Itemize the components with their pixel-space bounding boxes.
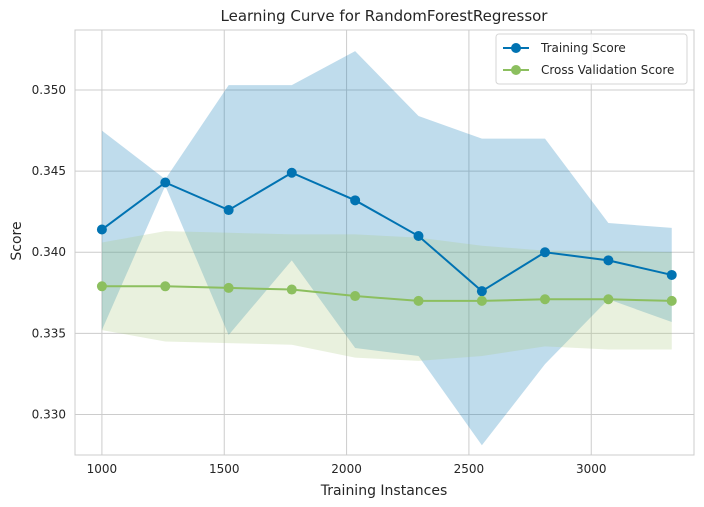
confidence-bands	[101, 51, 672, 446]
data-point	[603, 294, 614, 305]
data-point	[413, 295, 424, 306]
data-point	[603, 255, 614, 266]
x-tick-label: 1000	[87, 462, 118, 476]
y-tick-label: 0.330	[32, 407, 66, 421]
y-tick-label: 0.340	[32, 245, 66, 259]
y-tick-label: 0.350	[32, 83, 66, 97]
data-point	[476, 295, 487, 306]
data-point	[539, 247, 550, 258]
legend-marker	[511, 43, 521, 53]
data-point	[666, 269, 677, 280]
data-point	[96, 281, 107, 292]
grid	[75, 30, 694, 455]
data-point	[286, 167, 297, 178]
data-point	[223, 205, 234, 216]
confidence-band	[101, 51, 672, 446]
legend-box	[495, 33, 688, 85]
data-point	[413, 231, 424, 242]
y-axis-label: Score	[9, 221, 25, 260]
series-line	[101, 171, 672, 293]
x-tick-label: 2500	[454, 462, 485, 476]
data-point	[223, 282, 234, 293]
legend-marker	[511, 65, 521, 75]
x-tick-label: 1500	[209, 462, 240, 476]
data-point	[539, 294, 550, 305]
series-lines	[101, 171, 672, 302]
y-tick-labels: 0.330 0.335 0.340 0.345 0.350	[32, 83, 66, 421]
y-tick-label: 0.345	[32, 164, 66, 178]
data-point	[160, 281, 171, 292]
x-tick-label: 2000	[331, 462, 362, 476]
legend: Training Score Cross Validation Score	[495, 33, 688, 85]
data-point	[476, 286, 487, 297]
x-tick-label: 3000	[576, 462, 607, 476]
data-point	[286, 284, 297, 295]
y-tick-label: 0.335	[32, 326, 66, 340]
data-point	[350, 195, 361, 206]
legend-label: Training Score	[540, 41, 626, 55]
data-point	[96, 224, 107, 235]
x-tick-labels: 1000 1500 2000 2500 3000	[87, 462, 607, 476]
confidence-band	[101, 231, 672, 361]
data-point	[666, 295, 677, 306]
data-point	[350, 291, 361, 302]
series-line	[101, 285, 672, 302]
data-point	[160, 177, 171, 188]
x-axis-label: Training Instances	[320, 483, 448, 499]
chart-title: Learning Curve for RandomForestRegressor	[221, 7, 549, 25]
legend-label: Cross Validation Score	[541, 63, 674, 77]
series-points	[96, 167, 677, 306]
